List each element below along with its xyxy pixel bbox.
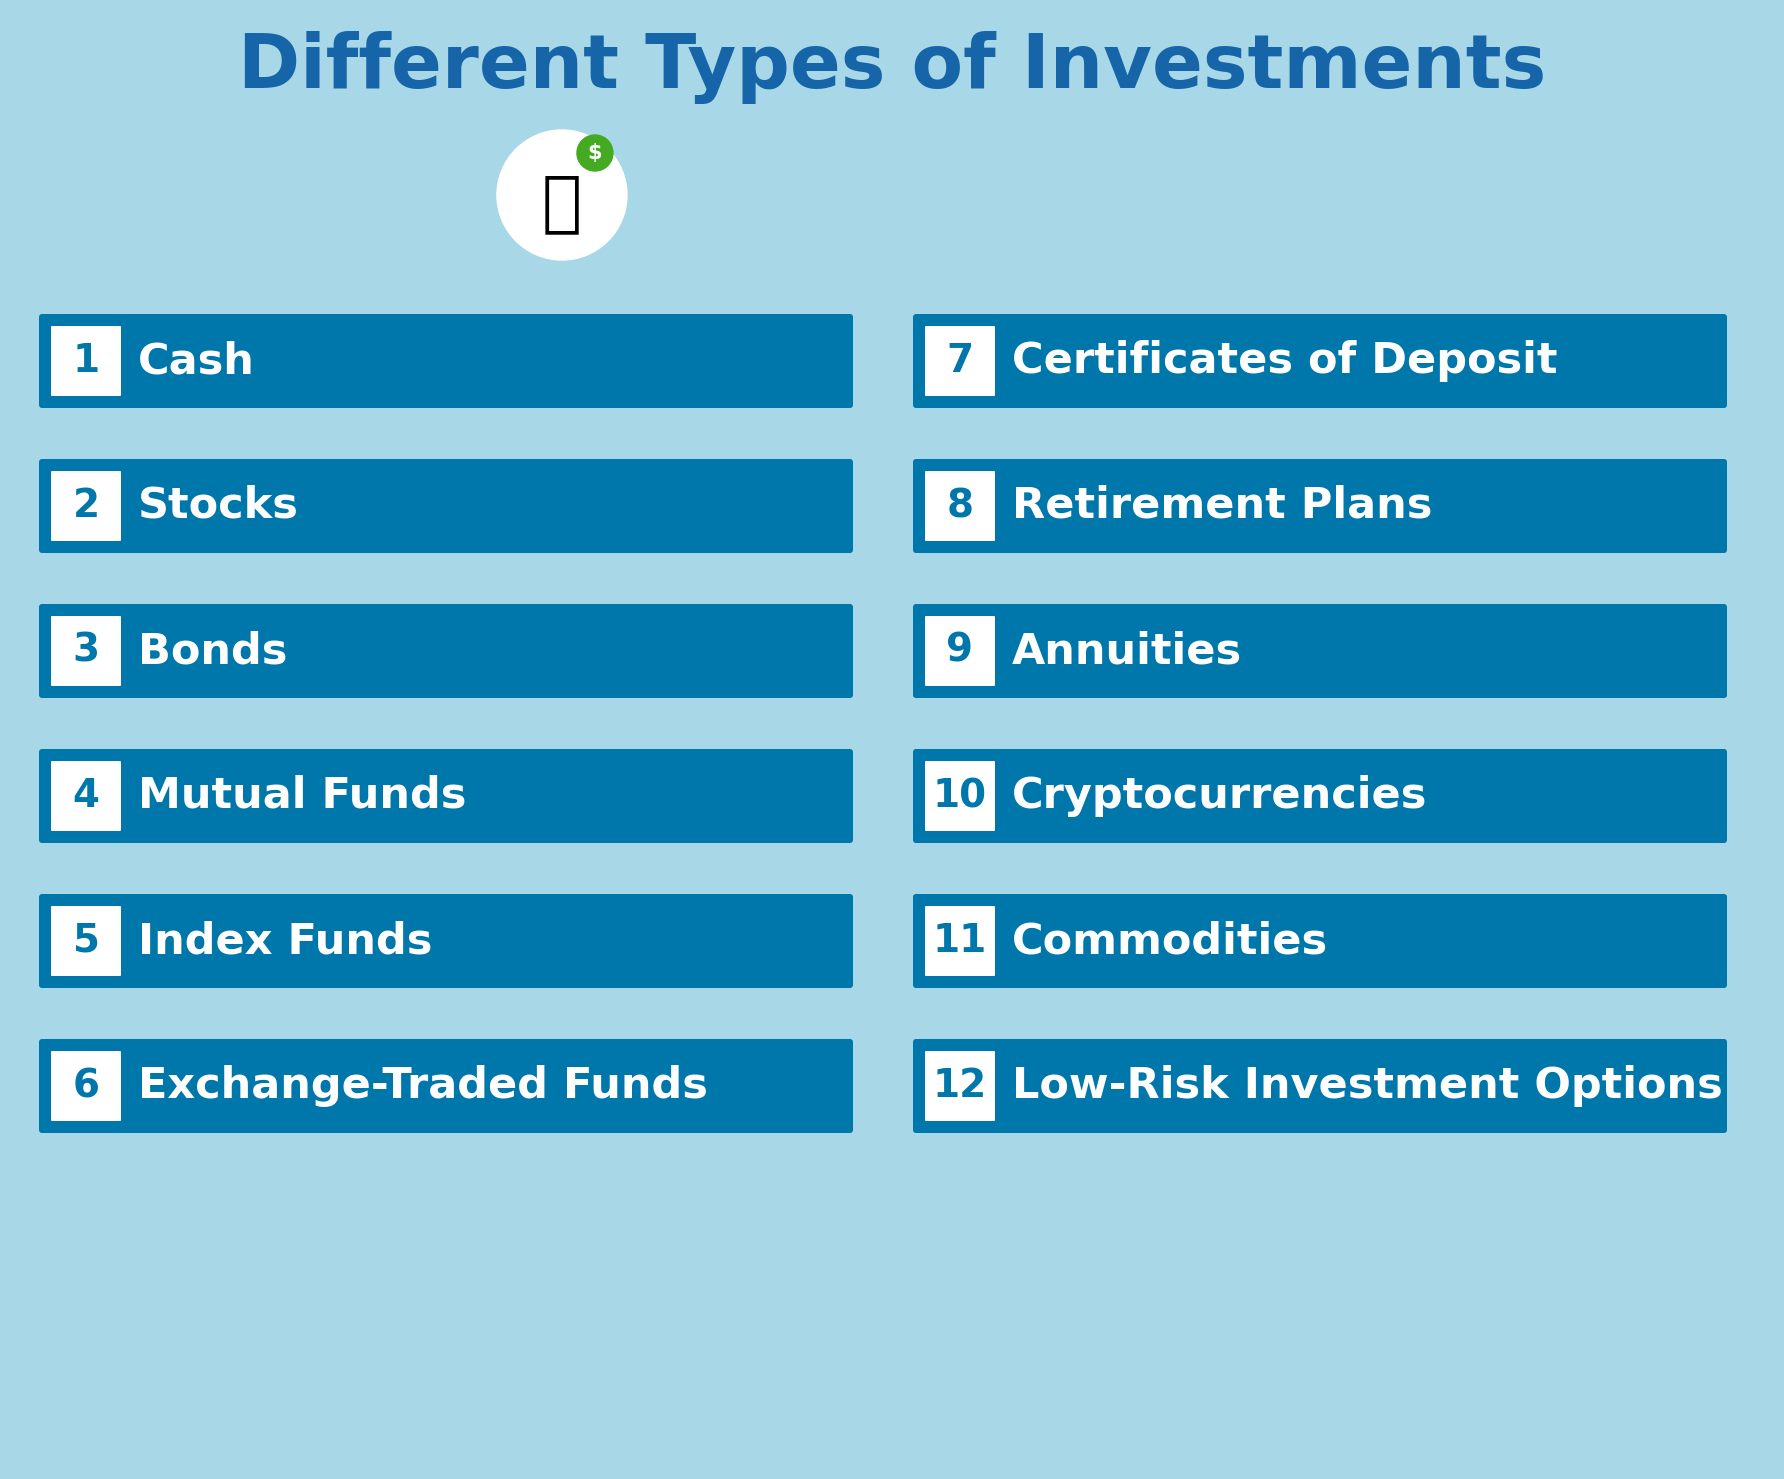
FancyBboxPatch shape [52,470,121,541]
FancyBboxPatch shape [924,470,995,541]
FancyBboxPatch shape [913,458,1727,553]
FancyBboxPatch shape [39,458,853,553]
FancyBboxPatch shape [52,325,121,396]
Text: 9: 9 [947,632,974,670]
Text: Retirement Plans: Retirement Plans [1012,485,1433,527]
FancyBboxPatch shape [39,314,853,408]
Text: 7: 7 [947,342,974,380]
FancyBboxPatch shape [913,748,1727,843]
Text: Cash: Cash [137,340,255,382]
FancyBboxPatch shape [39,603,853,698]
Text: 6: 6 [73,1066,100,1105]
FancyBboxPatch shape [924,762,995,831]
FancyBboxPatch shape [39,748,853,843]
Text: 5: 5 [73,921,100,960]
Text: Bonds: Bonds [137,630,287,671]
Text: Low-Risk Investment Options: Low-Risk Investment Options [1012,1065,1723,1106]
Text: 3: 3 [73,632,100,670]
FancyBboxPatch shape [913,893,1727,988]
Text: 1: 1 [73,342,100,380]
FancyBboxPatch shape [52,1052,121,1121]
Circle shape [498,130,626,260]
FancyBboxPatch shape [52,907,121,976]
FancyBboxPatch shape [39,893,853,988]
FancyBboxPatch shape [913,603,1727,698]
FancyBboxPatch shape [924,615,995,686]
Text: $: $ [587,143,603,163]
Text: Index Funds: Index Funds [137,920,432,961]
Circle shape [576,135,614,172]
Text: Certificates of Deposit: Certificates of Deposit [1012,340,1557,382]
Text: Stocks: Stocks [137,485,300,527]
FancyBboxPatch shape [924,325,995,396]
Text: 12: 12 [933,1066,987,1105]
Text: 10: 10 [933,776,987,815]
Text: Commodities: Commodities [1012,920,1327,961]
Text: 4: 4 [73,776,100,815]
FancyBboxPatch shape [924,1052,995,1121]
Text: 8: 8 [947,487,974,525]
FancyBboxPatch shape [913,314,1727,408]
Text: Different Types of Investments: Different Types of Investments [237,31,1547,105]
FancyBboxPatch shape [913,1040,1727,1133]
Text: 11: 11 [933,921,987,960]
Text: Exchange-Traded Funds: Exchange-Traded Funds [137,1065,708,1106]
FancyBboxPatch shape [924,907,995,976]
Text: Cryptocurrencies: Cryptocurrencies [1012,775,1427,816]
Text: Mutual Funds: Mutual Funds [137,775,466,816]
FancyBboxPatch shape [39,1040,853,1133]
Text: 2: 2 [73,487,100,525]
Text: Annuities: Annuities [1012,630,1242,671]
Text: 🐷: 🐷 [542,170,582,237]
FancyBboxPatch shape [52,615,121,686]
FancyBboxPatch shape [52,762,121,831]
